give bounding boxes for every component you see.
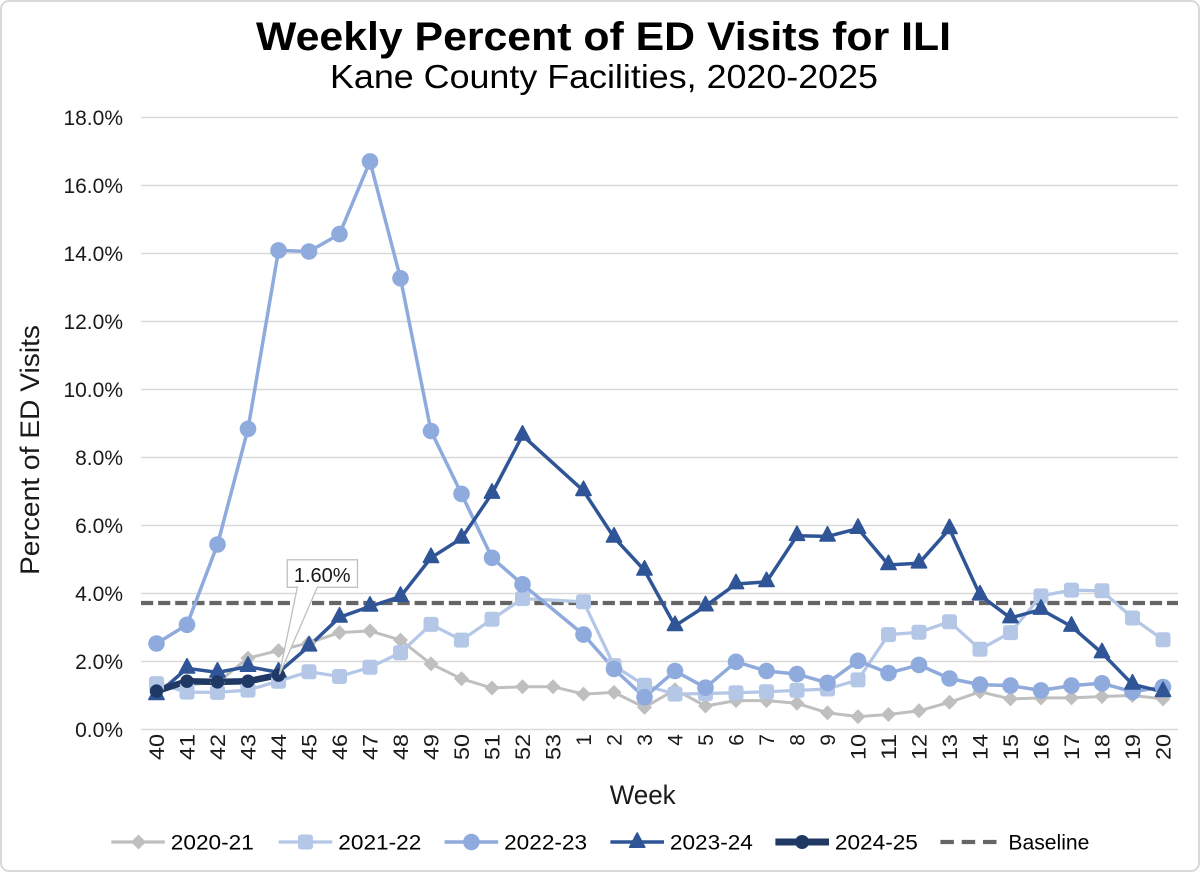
- svg-text:19: 19: [1122, 734, 1145, 760]
- svg-text:43: 43: [238, 734, 261, 760]
- svg-text:13: 13: [939, 734, 962, 760]
- svg-text:12.0%: 12.0%: [63, 311, 123, 334]
- svg-text:52: 52: [512, 734, 535, 760]
- svg-text:2024-25: 2024-25: [835, 832, 918, 855]
- svg-text:Week: Week: [610, 780, 676, 810]
- svg-text:6: 6: [726, 734, 749, 746]
- svg-text:9: 9: [817, 734, 840, 746]
- svg-text:8: 8: [787, 734, 810, 746]
- svg-text:2021-22: 2021-22: [338, 832, 421, 855]
- svg-text:51: 51: [482, 734, 505, 760]
- svg-text:45: 45: [299, 734, 322, 760]
- svg-text:18.0%: 18.0%: [63, 107, 123, 130]
- svg-text:16: 16: [1031, 734, 1054, 760]
- svg-text:20: 20: [1153, 734, 1176, 760]
- svg-text:5: 5: [695, 734, 718, 746]
- svg-text:17: 17: [1061, 734, 1084, 760]
- svg-text:40: 40: [146, 734, 169, 760]
- svg-text:41: 41: [177, 734, 200, 760]
- svg-text:4.0%: 4.0%: [75, 583, 123, 606]
- svg-text:2: 2: [604, 734, 627, 746]
- svg-text:8.0%: 8.0%: [75, 447, 123, 470]
- svg-text:3: 3: [634, 734, 657, 746]
- svg-text:49: 49: [421, 734, 444, 760]
- svg-text:0.0%: 0.0%: [75, 719, 123, 742]
- svg-text:53: 53: [543, 734, 566, 760]
- svg-text:1: 1: [573, 734, 596, 746]
- svg-text:42: 42: [207, 734, 230, 760]
- svg-text:7: 7: [756, 734, 779, 746]
- svg-text:12: 12: [909, 734, 932, 760]
- svg-text:6.0%: 6.0%: [75, 515, 123, 538]
- svg-text:47: 47: [360, 734, 383, 760]
- svg-text:10.0%: 10.0%: [63, 379, 123, 402]
- svg-text:18: 18: [1092, 734, 1115, 760]
- svg-text:1.60%: 1.60%: [294, 565, 351, 587]
- svg-text:2023-24: 2023-24: [670, 832, 753, 855]
- svg-text:16.0%: 16.0%: [63, 175, 123, 198]
- svg-text:2020-21: 2020-21: [171, 832, 254, 855]
- svg-text:Baseline: Baseline: [1008, 832, 1089, 855]
- svg-text:48: 48: [390, 734, 413, 760]
- svg-text:10: 10: [848, 734, 871, 760]
- svg-text:44: 44: [268, 734, 291, 760]
- svg-text:14.0%: 14.0%: [63, 243, 123, 266]
- svg-text:4: 4: [665, 734, 688, 746]
- svg-text:14: 14: [970, 734, 993, 760]
- svg-text:50: 50: [451, 734, 474, 760]
- svg-text:Weekly Percent of ED Visits fo: Weekly Percent of ED Visits for ILI: [256, 15, 951, 59]
- svg-text:11: 11: [878, 734, 901, 760]
- svg-text:2.0%: 2.0%: [75, 651, 123, 674]
- svg-text:Percent of ED Visits: Percent of ED Visits: [15, 325, 45, 575]
- svg-text:Kane County Facilities, 2020-2: Kane County Facilities, 2020-2025: [330, 58, 878, 95]
- svg-text:46: 46: [329, 734, 352, 760]
- svg-text:15: 15: [1000, 734, 1023, 760]
- svg-text:2022-23: 2022-23: [504, 832, 587, 855]
